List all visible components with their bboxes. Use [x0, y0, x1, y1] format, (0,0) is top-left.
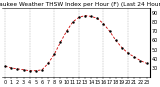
- Title: Milwaukee Weather THSW Index per Hour (F) (Last 24 Hours): Milwaukee Weather THSW Index per Hour (F…: [0, 2, 160, 7]
